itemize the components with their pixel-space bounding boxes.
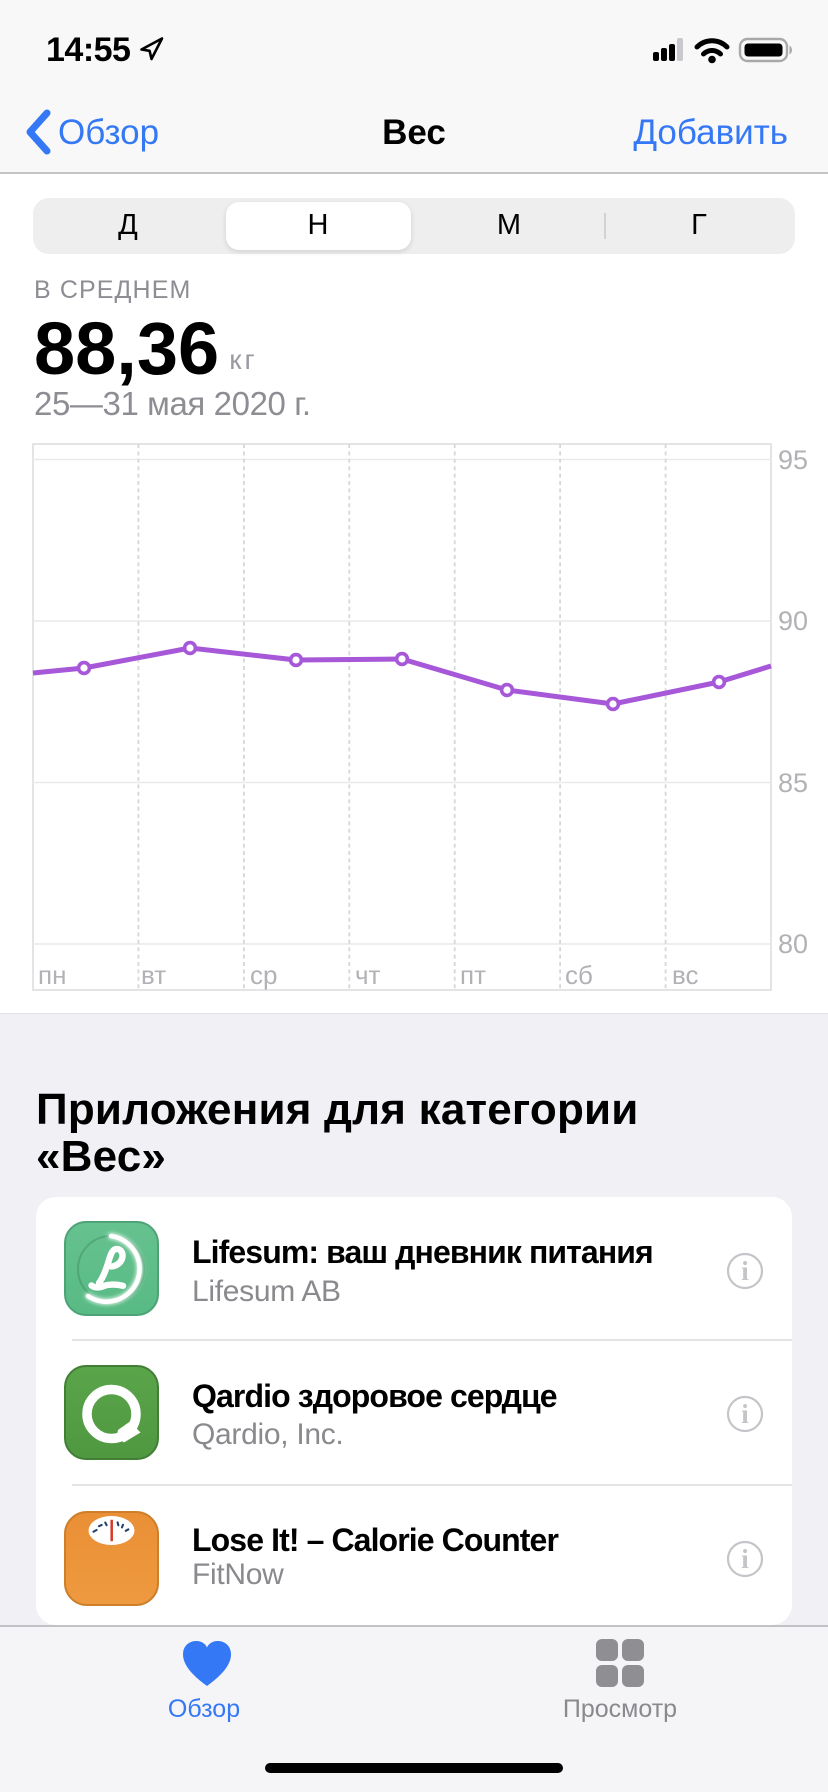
svg-text:i: i [741, 1399, 749, 1429]
svg-text:85: 85 [778, 768, 808, 798]
svg-text:80: 80 [778, 929, 808, 959]
svg-text:вт: вт [141, 960, 166, 990]
svg-text:пн: пн [38, 960, 66, 990]
svg-text:вс: вс [672, 960, 699, 990]
svg-text:95: 95 [778, 445, 808, 475]
svg-text:90: 90 [778, 606, 808, 636]
svg-text:i: i [741, 1256, 749, 1286]
svg-text:i: i [741, 1544, 749, 1574]
svg-text:сб: сб [565, 960, 593, 990]
svg-text:ср: ср [250, 960, 277, 990]
svg-text:чт: чт [355, 960, 381, 990]
svg-text:пт: пт [460, 960, 486, 990]
